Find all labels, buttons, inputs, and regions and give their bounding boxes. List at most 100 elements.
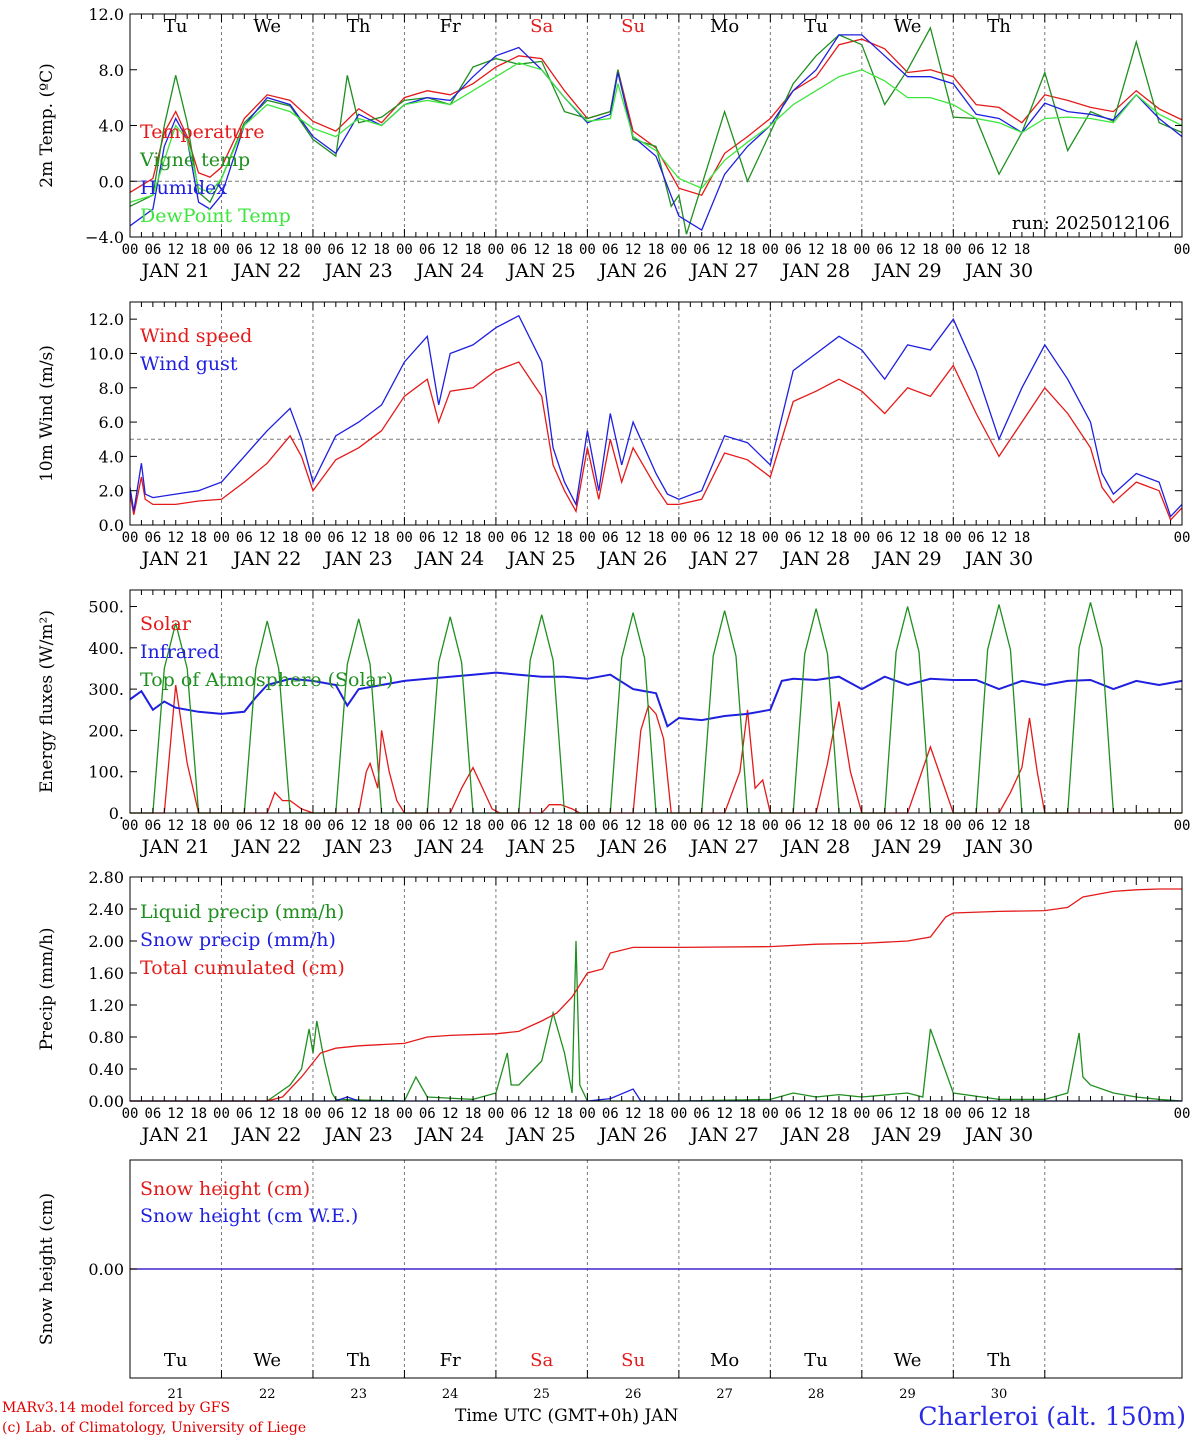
weekday-label: We [253, 16, 281, 37]
hour-tick-label: 12 [259, 530, 276, 546]
date-label: JAN 28 [780, 1124, 850, 1146]
date-label: JAN 28 [780, 260, 850, 282]
hour-tick-label: 00 [487, 1106, 504, 1122]
y-tick-label: 4.0 [99, 447, 124, 466]
hour-tick-label: 18 [1013, 530, 1030, 546]
run-annotation: run: 2025012106 [1012, 213, 1170, 234]
hour-tick-label: 06 [327, 242, 344, 258]
hour-tick-label: 06 [693, 242, 710, 258]
hour-tick-label: 06 [968, 818, 985, 834]
hour-tick-label: 00 [579, 1106, 596, 1122]
hour-tick-label: 00 [396, 818, 413, 834]
hour-tick-label: 18 [465, 242, 482, 258]
hour-tick-label: 06 [876, 242, 893, 258]
hour-tick-label: 18 [831, 1106, 848, 1122]
hour-tick-label: 12 [167, 818, 184, 834]
series-line-red [130, 684, 1182, 814]
y-tick-label: −4.0 [85, 228, 124, 247]
hour-tick-label: 06 [693, 1106, 710, 1122]
series-line-blue [130, 671, 1182, 728]
hour-tick-label: 18 [465, 1106, 482, 1122]
y-tick-label: 2.80 [88, 868, 124, 887]
y-tick-label: 2.0 [99, 482, 124, 501]
hour-tick-label: 12 [350, 1106, 367, 1122]
hour-tick-label: 12 [899, 530, 916, 546]
hour-tick-label: 18 [648, 818, 665, 834]
hour-tick-label: 00 [487, 530, 504, 546]
y-tick-label: 0.40 [88, 1060, 124, 1079]
hour-tick-label: 00 [487, 818, 504, 834]
hour-tick-label: 12 [442, 242, 459, 258]
y-tick-label: 0.0 [99, 516, 124, 535]
hour-tick-label: 18 [282, 242, 299, 258]
hour-tick-label: 00 [213, 818, 230, 834]
weekday-label: Sa [530, 16, 553, 37]
hour-tick-label: 00 [579, 818, 596, 834]
hour-tick-label: 12 [991, 1106, 1008, 1122]
weekday-label: We [253, 1350, 281, 1371]
hour-tick-label: 06 [968, 242, 985, 258]
hour-tick-label: 06 [510, 242, 527, 258]
weekday-label: Fr [440, 1350, 461, 1371]
hour-tick-label: 00 [122, 818, 139, 834]
y-tick-label: 8.0 [99, 61, 124, 80]
hour-tick-label: 00 [762, 818, 779, 834]
y-tick-label: 0.00 [88, 1260, 124, 1279]
hour-tick-label: 18 [648, 242, 665, 258]
day-number-label: 21 [167, 1387, 184, 1402]
series-line-red [130, 888, 1182, 1102]
hour-tick-label: 18 [373, 818, 390, 834]
date-label: JAN 26 [597, 548, 667, 570]
hour-tick-label: 06 [419, 530, 436, 546]
plot-frame [129, 301, 1183, 526]
date-label: JAN 23 [323, 1124, 393, 1146]
hour-tick-label: 12 [350, 530, 367, 546]
weekday-label: Sa [530, 1350, 553, 1371]
hour-tick-label: 12 [899, 242, 916, 258]
weekday-label: Th [987, 1350, 1011, 1371]
hour-tick-label: 18 [648, 530, 665, 546]
hour-tick-label: 00 [122, 530, 139, 546]
hour-tick-label: 18 [556, 530, 573, 546]
hour-tick-label: 00 [305, 242, 322, 258]
hour-tick-label: 12 [350, 818, 367, 834]
hour-tick-label: 12 [808, 1106, 825, 1122]
date-label: JAN 21 [140, 836, 210, 858]
legend-entry: Temperature [140, 121, 264, 143]
hour-tick-label: 00 [670, 242, 687, 258]
hour-tick-label: 12 [625, 818, 642, 834]
hour-tick-label: 06 [876, 818, 893, 834]
date-label: JAN 29 [871, 548, 941, 570]
hour-tick-label: 12 [808, 818, 825, 834]
hour-tick-label: 12 [442, 818, 459, 834]
hour-tick-label: 00 [945, 818, 962, 834]
series-line-green [130, 602, 1182, 814]
hour-tick-label: 06 [144, 242, 161, 258]
legend-entry: Top of Atmosphere (Solar) [140, 669, 393, 691]
day-number-label: 28 [808, 1387, 825, 1402]
hour-tick-label: 06 [602, 818, 619, 834]
hour-tick-label: 12 [442, 1106, 459, 1122]
hour-tick-label: 06 [236, 818, 253, 834]
hour-tick-label: 06 [876, 530, 893, 546]
hour-tick-label: 18 [190, 530, 207, 546]
date-label: JAN 29 [871, 260, 941, 282]
date-label: JAN 22 [231, 260, 301, 282]
hour-tick-label: 00 [670, 1106, 687, 1122]
hour-tick-label: 00 [213, 242, 230, 258]
date-label: JAN 30 [963, 260, 1033, 282]
hour-tick-label: 18 [556, 1106, 573, 1122]
hour-tick-label: 18 [556, 242, 573, 258]
y-tick-label: 12.0 [88, 310, 124, 329]
hour-tick-label: 00 [213, 530, 230, 546]
weekday-label: Th [347, 16, 371, 37]
hour-tick-label: 00 [853, 530, 870, 546]
hour-tick-label: 06 [144, 530, 161, 546]
date-label: JAN 27 [689, 260, 759, 282]
hour-tick-label: 18 [282, 530, 299, 546]
legend-entry: Liquid precip (mm/h) [140, 901, 344, 923]
hour-tick-label: 00 [396, 530, 413, 546]
date-label: JAN 21 [140, 260, 210, 282]
y-tick-label: 0.80 [88, 1028, 124, 1047]
hour-tick-label: 18 [1013, 242, 1030, 258]
